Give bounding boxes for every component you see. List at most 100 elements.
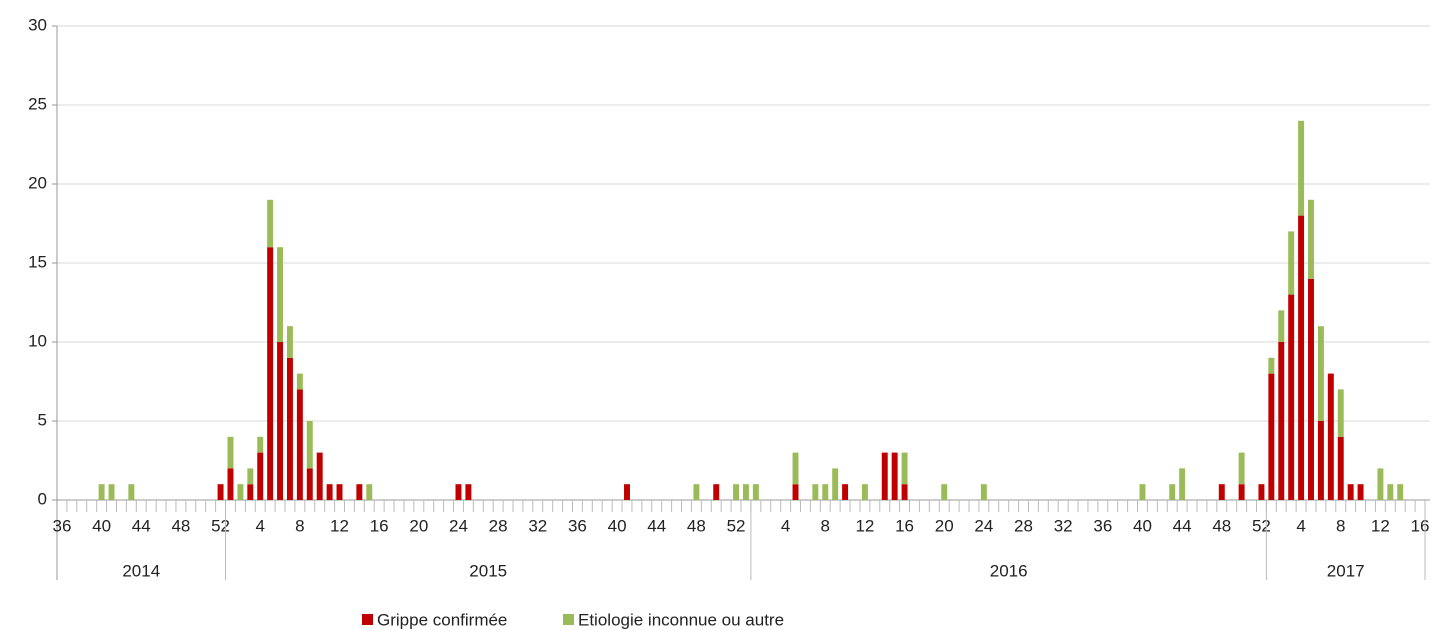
bar-segment: [752, 484, 759, 500]
bar-segment: [742, 484, 749, 500]
x-tick-label: 28: [489, 516, 508, 535]
bar-segment: [941, 484, 948, 500]
x-tick-label: 52: [727, 516, 746, 535]
bar-segment: [316, 452, 323, 500]
x-tick-label: 16: [895, 516, 914, 535]
bar-segment: [1258, 484, 1265, 500]
x-tick-label: 44: [132, 516, 151, 535]
bar-segment: [1298, 215, 1305, 500]
y-tick-label: 5: [38, 410, 47, 429]
x-tick-label: 36: [52, 516, 71, 535]
bar-segment: [1268, 357, 1275, 374]
bar-segment: [257, 452, 264, 500]
x-tick-label: 12: [330, 516, 349, 535]
y-tick-label: 20: [28, 173, 47, 192]
bar-segment: [128, 484, 135, 500]
bar-segment: [1347, 484, 1354, 500]
year-label: 2017: [1327, 561, 1365, 580]
y-tick-label: 0: [38, 489, 47, 508]
bar-segment: [267, 247, 274, 500]
year-label: 2015: [469, 561, 507, 580]
bar-segment: [822, 484, 829, 500]
x-tick-label: 36: [568, 516, 587, 535]
bar-segment: [247, 484, 254, 500]
bar-segment: [296, 373, 303, 390]
bar-segment: [1179, 468, 1186, 500]
bar-segment: [217, 484, 224, 500]
bar-segment: [108, 484, 115, 500]
x-tick-label: 52: [211, 516, 230, 535]
x-tick-label: 40: [92, 516, 111, 535]
bar-segment: [227, 436, 234, 469]
bar-segment: [247, 468, 254, 485]
year-label: 2016: [990, 561, 1028, 580]
x-tick-label: 44: [647, 516, 666, 535]
bar-segment: [792, 452, 799, 485]
bar-segment: [842, 484, 849, 500]
bar-segment: [1387, 484, 1394, 500]
x-tick-label: 4: [781, 516, 790, 535]
bar-segment: [1327, 373, 1334, 500]
bar-segment: [693, 484, 700, 500]
x-tick-label: 16: [1411, 516, 1430, 535]
bar-segment: [881, 452, 888, 500]
bar-segment: [792, 484, 799, 500]
bar-segment: [1317, 421, 1324, 500]
x-tick-label: 4: [255, 516, 264, 535]
bar-segment: [1218, 484, 1225, 500]
bar-segment: [356, 484, 363, 500]
bar-segment: [465, 484, 472, 500]
bar-segment: [832, 468, 839, 500]
bar-segment: [1288, 294, 1295, 500]
bar-segment: [1397, 484, 1404, 500]
legend-label: Grippe confirmée: [377, 610, 507, 629]
x-tick-label: 32: [528, 516, 547, 535]
x-tick-label: 52: [1252, 516, 1271, 535]
x-tick-label: 8: [295, 516, 304, 535]
bar-segment: [1357, 484, 1364, 500]
bar-segment: [257, 436, 264, 453]
bar-segment: [1298, 120, 1305, 216]
bar-segment: [267, 199, 274, 248]
x-tick-label: 16: [370, 516, 389, 535]
x-tick-label: 28: [1014, 516, 1033, 535]
bar-segment: [286, 357, 293, 500]
bar-segment: [227, 468, 234, 500]
bar-segment: [1317, 326, 1324, 421]
bar-segment: [861, 484, 868, 500]
bar-segment: [277, 342, 284, 500]
bar-segment: [624, 484, 630, 500]
bar-segment: [1278, 342, 1285, 500]
x-tick-label: 40: [1133, 516, 1152, 535]
bar-segment: [1337, 389, 1344, 437]
bar-segment: [1278, 310, 1285, 342]
bar-segment: [237, 484, 244, 500]
bar-segment: [306, 468, 313, 500]
bar-segment: [901, 484, 908, 500]
x-tick-label: 48: [171, 516, 190, 535]
x-tick-label: 44: [1173, 516, 1192, 535]
bar-segment: [1238, 452, 1245, 485]
x-tick-label: 20: [935, 516, 954, 535]
bar-segment: [366, 484, 373, 500]
y-tick-label: 25: [28, 94, 47, 113]
bar-segment: [980, 484, 987, 500]
legend-swatch: [362, 614, 373, 625]
x-tick-label: 40: [608, 516, 627, 535]
x-tick-label: 4: [1296, 516, 1305, 535]
bar-segment: [891, 452, 898, 500]
bar-segment: [1308, 278, 1314, 500]
x-tick-label: 8: [821, 516, 830, 535]
bar-segment: [336, 484, 343, 500]
bar-segment: [98, 484, 105, 500]
bar-segment: [306, 421, 313, 469]
bar-segment: [1268, 373, 1275, 500]
bar-segment: [1238, 484, 1245, 500]
y-tick-label: 10: [28, 331, 47, 350]
year-label: 2014: [122, 561, 160, 580]
bar-segment: [286, 326, 293, 358]
x-tick-label: 20: [409, 516, 428, 535]
x-tick-label: 8: [1336, 516, 1345, 535]
x-tick-label: 48: [1212, 516, 1231, 535]
legend-swatch: [563, 614, 574, 625]
